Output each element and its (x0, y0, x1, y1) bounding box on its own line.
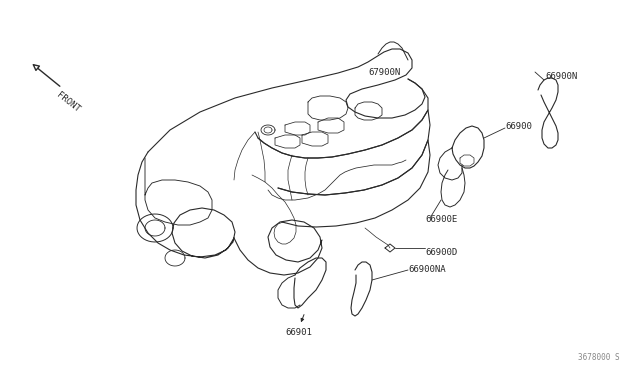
Text: 66900E: 66900E (425, 215, 457, 224)
Text: 66900N: 66900N (545, 72, 577, 81)
Text: 66900: 66900 (505, 122, 532, 131)
Text: 66900D: 66900D (425, 248, 457, 257)
Text: 67900N: 67900N (368, 68, 400, 77)
Text: 66901: 66901 (285, 328, 312, 337)
Text: 3678000 S: 3678000 S (579, 353, 620, 362)
Text: FRONT: FRONT (55, 90, 82, 113)
Text: 66900NA: 66900NA (408, 265, 445, 274)
